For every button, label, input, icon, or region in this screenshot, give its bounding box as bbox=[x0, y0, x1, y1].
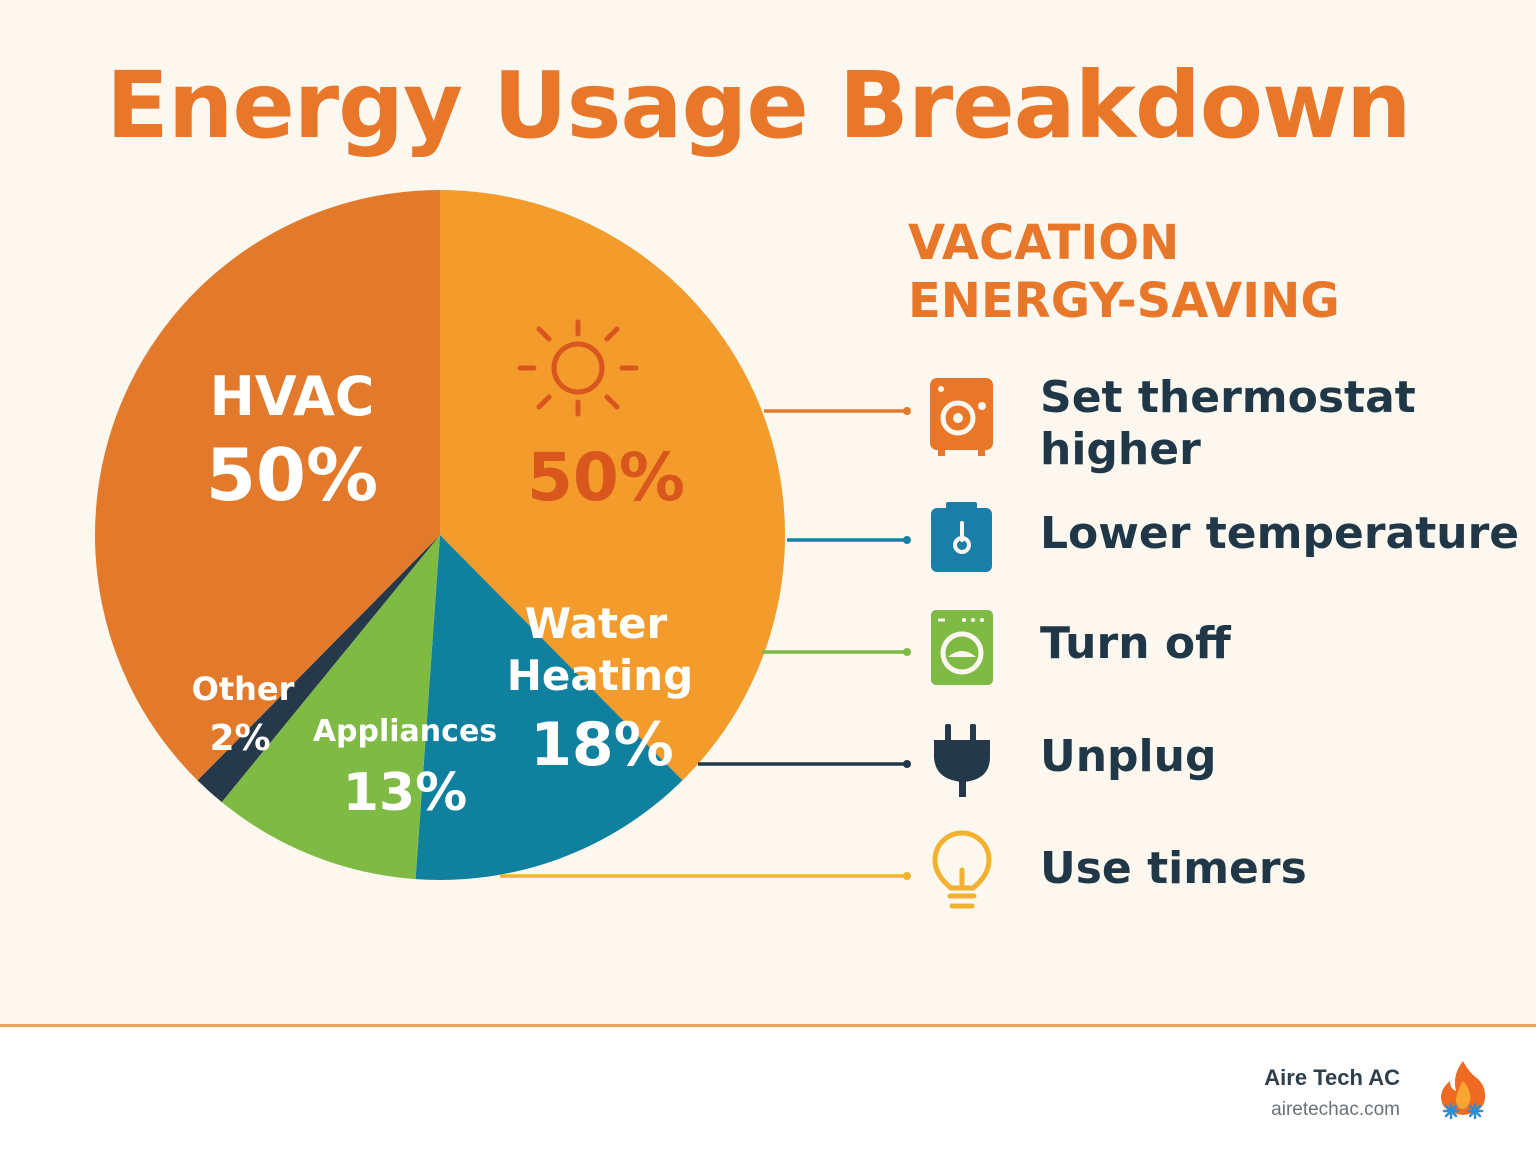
leader-lines bbox=[500, 407, 911, 880]
slice-label-hvac: HVAC bbox=[210, 365, 375, 428]
tips-heading-line1: VACATION bbox=[908, 215, 1180, 271]
brand-name: Aire Tech AC bbox=[1264, 1065, 1400, 1090]
leader-dot-temperature bbox=[903, 536, 911, 544]
slice-value-sun: 50% bbox=[527, 439, 685, 516]
tips-heading: VACATION ENERGY-SAVING bbox=[908, 214, 1340, 330]
pie-slice-water-heating bbox=[415, 535, 683, 880]
tip-turn-off: Turn off bbox=[1040, 618, 1231, 670]
tip-set-thermostat: Set thermostat higher bbox=[1040, 372, 1416, 476]
lightbulb-icon bbox=[932, 830, 992, 909]
slice-label-appliances: Appliances bbox=[313, 714, 497, 749]
footer: Aire Tech AC airetechac.com bbox=[0, 1027, 1536, 1154]
tip-label: Set thermostat bbox=[1040, 372, 1416, 423]
slice-value-appliances: 13% bbox=[343, 763, 467, 823]
slice-label-water-heating-line2: Heating bbox=[507, 651, 693, 700]
slice-value-other: 2% bbox=[209, 718, 270, 759]
slice-label-other: Other bbox=[192, 670, 295, 708]
brand-url: airetechac.com bbox=[1271, 1099, 1400, 1120]
tip-unplug: Unplug bbox=[1040, 731, 1216, 783]
leader-dot-unplug bbox=[903, 760, 911, 768]
slice-value-hvac: 50% bbox=[206, 433, 378, 517]
pie-chart: 50% HVAC 50% Water Heating 18% Appliance… bbox=[94, 190, 993, 909]
leader-dot-turn-off bbox=[903, 648, 911, 656]
tip-label: Use timers bbox=[1040, 843, 1307, 894]
tip-use-timers: Use timers bbox=[1040, 843, 1307, 895]
page-title: Energy Usage Breakdown bbox=[106, 52, 1411, 159]
plug-icon bbox=[934, 724, 990, 797]
tips-heading-line2: ENERGY-SAVING bbox=[908, 273, 1340, 329]
tip-lower-temperature: Lower temperature bbox=[1040, 508, 1519, 560]
sun-icon bbox=[517, 319, 639, 417]
leader-dot-thermostat bbox=[903, 407, 911, 415]
brand-logo-icon bbox=[1441, 1061, 1486, 1120]
pie-slice-appliances bbox=[221, 535, 440, 880]
tip-label-line2: higher bbox=[1040, 424, 1201, 475]
washing-machine-icon bbox=[931, 610, 993, 685]
pie-slice-other bbox=[197, 535, 440, 803]
thermostat-icon bbox=[930, 378, 993, 456]
pie-slice-hvac bbox=[94, 190, 441, 781]
footer-divider bbox=[0, 1024, 1536, 1027]
leader-dot-timers bbox=[903, 872, 911, 880]
tip-label: Unplug bbox=[1040, 731, 1217, 782]
tip-label: Turn off bbox=[1040, 618, 1231, 669]
slice-label-water-heating-line1: Water bbox=[525, 599, 668, 648]
tip-label: Lower temperature bbox=[1040, 508, 1520, 559]
slice-value-water-heating: 18% bbox=[530, 710, 674, 780]
water-heater-icon bbox=[931, 502, 992, 572]
pie-slice-sun bbox=[440, 190, 786, 781]
